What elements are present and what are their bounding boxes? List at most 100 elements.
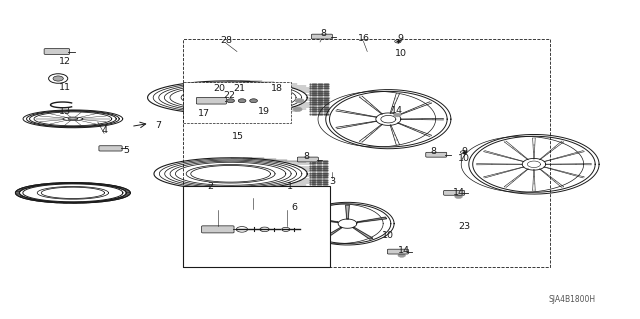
Polygon shape xyxy=(360,96,362,97)
Text: 8: 8 xyxy=(431,147,436,156)
FancyBboxPatch shape xyxy=(426,152,447,157)
FancyBboxPatch shape xyxy=(182,82,291,123)
Text: 10: 10 xyxy=(394,49,406,58)
Polygon shape xyxy=(554,147,556,148)
Text: 4: 4 xyxy=(101,126,107,135)
Polygon shape xyxy=(429,135,431,137)
Text: 18: 18 xyxy=(271,84,283,93)
Polygon shape xyxy=(15,182,131,203)
Polygon shape xyxy=(583,151,584,152)
Polygon shape xyxy=(413,108,415,109)
Polygon shape xyxy=(96,184,101,185)
Text: SJA4B1800H: SJA4B1800H xyxy=(548,295,596,304)
Polygon shape xyxy=(41,184,46,185)
Polygon shape xyxy=(308,217,338,223)
Text: 11: 11 xyxy=(58,83,70,92)
Polygon shape xyxy=(91,202,96,203)
Polygon shape xyxy=(27,186,32,187)
Polygon shape xyxy=(346,111,347,113)
Polygon shape xyxy=(111,186,116,187)
Polygon shape xyxy=(356,113,357,114)
Polygon shape xyxy=(73,202,77,203)
Text: 14: 14 xyxy=(390,107,403,115)
Polygon shape xyxy=(346,126,347,127)
Text: 17: 17 xyxy=(198,109,211,118)
Text: 10: 10 xyxy=(458,154,470,163)
Polygon shape xyxy=(125,190,129,191)
Polygon shape xyxy=(353,227,373,239)
Polygon shape xyxy=(19,196,24,197)
Circle shape xyxy=(53,76,63,81)
Polygon shape xyxy=(365,137,367,138)
Polygon shape xyxy=(16,193,20,194)
Polygon shape xyxy=(413,129,415,130)
Text: 10: 10 xyxy=(381,231,394,240)
FancyBboxPatch shape xyxy=(298,157,318,162)
Text: 9: 9 xyxy=(397,34,403,43)
Polygon shape xyxy=(22,188,27,189)
Text: 3: 3 xyxy=(329,177,335,186)
Text: 28: 28 xyxy=(220,36,232,45)
Text: 20: 20 xyxy=(213,84,225,93)
Text: 23: 23 xyxy=(458,222,470,231)
Circle shape xyxy=(238,99,246,103)
Polygon shape xyxy=(49,183,54,184)
Polygon shape xyxy=(422,105,423,106)
Polygon shape xyxy=(422,132,423,133)
Text: 8: 8 xyxy=(320,29,326,38)
Text: 15: 15 xyxy=(232,132,244,141)
Polygon shape xyxy=(18,189,22,190)
Polygon shape xyxy=(356,124,357,125)
Circle shape xyxy=(398,254,406,257)
Polygon shape xyxy=(322,227,342,239)
Text: 6: 6 xyxy=(291,203,298,211)
Circle shape xyxy=(227,99,234,103)
Text: 8: 8 xyxy=(303,152,309,161)
Text: 21: 21 xyxy=(233,84,245,93)
FancyBboxPatch shape xyxy=(202,226,234,233)
Polygon shape xyxy=(16,191,20,192)
FancyBboxPatch shape xyxy=(312,34,332,39)
Text: 14: 14 xyxy=(398,246,410,255)
Polygon shape xyxy=(512,147,514,148)
Polygon shape xyxy=(484,151,485,152)
Polygon shape xyxy=(104,185,109,186)
Circle shape xyxy=(394,113,401,117)
Text: 5: 5 xyxy=(124,146,129,155)
Text: 9: 9 xyxy=(461,147,467,156)
Polygon shape xyxy=(336,127,337,129)
Polygon shape xyxy=(100,201,105,202)
FancyBboxPatch shape xyxy=(44,49,70,54)
Polygon shape xyxy=(29,199,35,200)
Polygon shape xyxy=(119,197,124,198)
Polygon shape xyxy=(371,105,372,106)
FancyBboxPatch shape xyxy=(99,146,122,151)
Polygon shape xyxy=(126,192,130,193)
Text: 14: 14 xyxy=(453,188,465,197)
Text: 22: 22 xyxy=(223,92,236,100)
Polygon shape xyxy=(376,109,378,110)
Text: 19: 19 xyxy=(258,108,270,116)
FancyBboxPatch shape xyxy=(196,97,227,104)
Polygon shape xyxy=(360,141,362,142)
FancyBboxPatch shape xyxy=(387,249,408,254)
Polygon shape xyxy=(504,141,506,142)
Circle shape xyxy=(293,107,302,112)
Text: 16: 16 xyxy=(357,34,369,43)
Polygon shape xyxy=(44,201,49,202)
Polygon shape xyxy=(583,177,584,178)
Polygon shape xyxy=(63,202,67,203)
Text: 1: 1 xyxy=(287,182,293,191)
Polygon shape xyxy=(336,109,337,111)
Polygon shape xyxy=(82,202,87,203)
Polygon shape xyxy=(561,141,564,142)
Polygon shape xyxy=(125,194,129,195)
Circle shape xyxy=(455,195,463,198)
Polygon shape xyxy=(497,154,498,155)
Polygon shape xyxy=(33,185,38,186)
Polygon shape xyxy=(346,205,349,219)
Polygon shape xyxy=(570,154,571,155)
Text: 7: 7 xyxy=(156,121,161,130)
FancyBboxPatch shape xyxy=(182,187,330,268)
Polygon shape xyxy=(88,183,92,184)
